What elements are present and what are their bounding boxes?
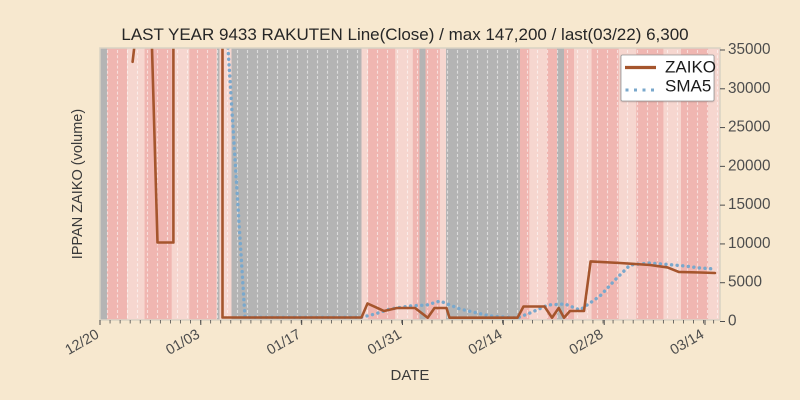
svg-text:30000: 30000 (728, 80, 771, 97)
svg-text:02/14: 02/14 (466, 327, 505, 359)
svg-text:35000: 35000 (728, 41, 771, 58)
svg-text:ZAIKO: ZAIKO (665, 58, 716, 77)
svg-text:20000: 20000 (728, 157, 771, 174)
svg-text:15000: 15000 (728, 196, 771, 213)
svg-text:LAST YEAR 9433 RAKUTEN Line(Cl: LAST YEAR 9433 RAKUTEN Line(Close) / max… (121, 25, 688, 44)
svg-text:03/14: 03/14 (668, 327, 707, 359)
svg-text:DATE: DATE (391, 367, 430, 384)
svg-text:12/20: 12/20 (63, 327, 102, 359)
svg-text:01/17: 01/17 (264, 327, 303, 359)
svg-text:5000: 5000 (728, 274, 762, 291)
svg-text:10000: 10000 (728, 235, 771, 252)
svg-text:01/03: 01/03 (163, 327, 202, 359)
svg-text:01/31: 01/31 (365, 327, 404, 359)
svg-text:0: 0 (728, 313, 737, 330)
svg-text:02/28: 02/28 (567, 327, 606, 359)
svg-text:IPPAN ZAIKO (volume): IPPAN ZAIKO (volume) (70, 109, 86, 259)
svg-text:25000: 25000 (728, 119, 771, 136)
svg-text:SMA5: SMA5 (665, 77, 711, 96)
